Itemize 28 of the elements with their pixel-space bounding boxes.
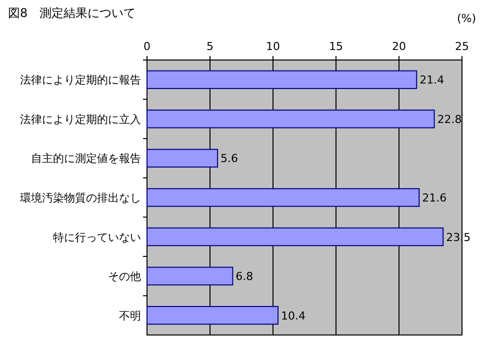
bar [146, 306, 279, 325]
x-tick-label: 20 [392, 40, 406, 53]
bar [146, 70, 418, 89]
bar [146, 148, 218, 168]
y-tick-label: 特に行っていない [53, 230, 141, 244]
data-label: 5.6 [220, 152, 238, 166]
chart-title: 図8 測定結果について [8, 6, 136, 20]
data-label: 6.8 [236, 270, 254, 284]
x-axis-title: (%) [456, 12, 476, 25]
x-tick-label: 5 [206, 40, 214, 53]
data-label: 22.8 [437, 112, 462, 126]
data-label: 21.4 [420, 74, 444, 87]
x-tick-label: 0 [144, 40, 150, 53]
bar [146, 227, 444, 246]
y-tick-label: 法律により定期的に報告 [20, 74, 141, 87]
bar [146, 266, 234, 286]
x-tick-label: 15 [329, 40, 343, 53]
y-tick-label: その他 [108, 270, 141, 284]
x-tick-label: 25 [455, 40, 469, 53]
y-tick-label: 不明 [119, 309, 141, 322]
y-tick-label: 環境汚染物質の排出なし [20, 192, 141, 204]
bar [146, 188, 420, 207]
y-tick-label: 自主的に測定値を報告 [31, 152, 141, 166]
data-label: 21.6 [422, 192, 447, 204]
bar [146, 110, 435, 128]
data-label: 10.4 [281, 309, 306, 322]
y-tick-label: 法律により定期的に立入 [20, 112, 141, 126]
x-tick-label: 10 [266, 40, 280, 53]
